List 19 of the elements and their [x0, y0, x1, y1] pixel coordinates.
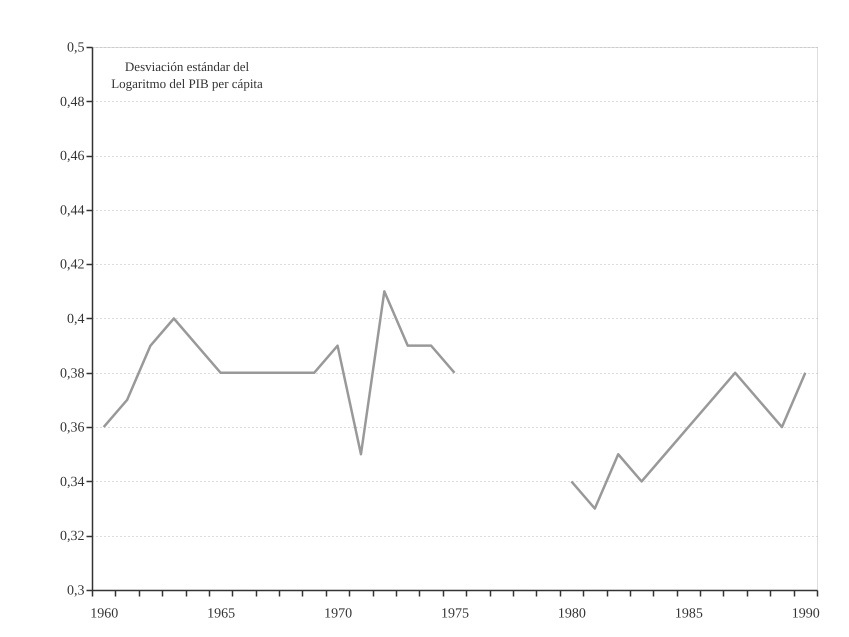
x-tick-label: 1970	[324, 606, 352, 622]
x-tick-label: 1960	[90, 606, 118, 622]
y-tick-label: 0,44	[60, 203, 84, 218]
y-tick-label: 0,46	[60, 149, 84, 164]
y-tick-label: 0,5	[67, 40, 84, 56]
y-tick-label: 0,4	[67, 312, 84, 327]
y-tick-label: 0,32	[60, 529, 84, 544]
y-tick-label: 0,36	[60, 420, 84, 436]
x-tick-label: 1985	[674, 606, 703, 622]
x-tick-label: 1965	[207, 606, 236, 622]
x-tick-label: 1975	[441, 606, 469, 622]
y-tick-label: 0,42	[60, 258, 84, 273]
y-tick-label: 0,34	[60, 474, 84, 490]
y-tick-label: 0,48	[60, 94, 84, 110]
y-tick-label: 0,38	[60, 366, 84, 382]
y-axis-title: Desviación estándar del Logaritmo del PIB per cápita	[111, 59, 264, 91]
y-tick-label: 0,3	[67, 584, 84, 598]
x-tick-label: 1990	[792, 606, 820, 622]
x-tick-label: 1980	[558, 606, 586, 622]
